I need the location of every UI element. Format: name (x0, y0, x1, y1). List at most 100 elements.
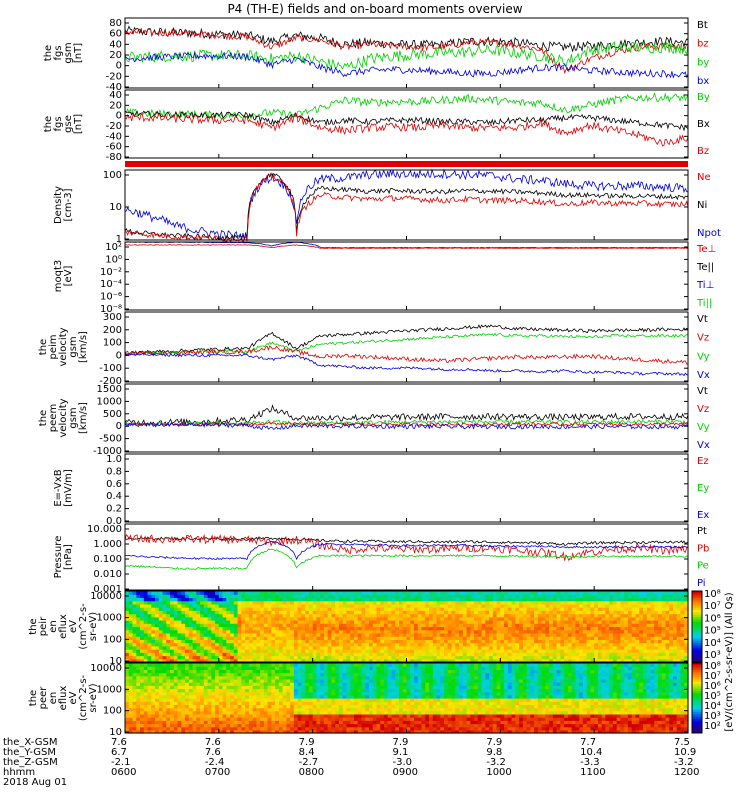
spectrogram-cell (162, 626, 167, 631)
spectrogram-cell (387, 636, 393, 640)
spectrogram-cell (140, 658, 145, 663)
spectrogram-cell (320, 685, 325, 690)
spectrogram-cell (297, 623, 303, 628)
spectrogram-cell (282, 603, 287, 608)
spectrogram-cell (128, 600, 134, 605)
spectrogram-cell (263, 688, 269, 693)
spectrogram-cell (627, 594, 633, 598)
spectrogram-cell (278, 710, 284, 715)
spectrogram-cell (237, 594, 242, 598)
spectrogram-cell (462, 645, 468, 650)
spectrogram-cell (158, 723, 164, 728)
spectrogram-cell (342, 678, 348, 683)
spectrogram-cell (470, 623, 475, 628)
spectrogram-cell (170, 649, 175, 653)
spectrogram-cell (128, 594, 134, 598)
spectrogram-cell (684, 639, 689, 644)
spectrogram-cell (654, 620, 659, 624)
spectrogram-cell (166, 688, 171, 693)
spectrogram-cell (297, 729, 303, 734)
spectrogram-cell (365, 645, 370, 650)
spectrogram-cell (526, 655, 531, 660)
spectrogram-cell (136, 698, 141, 702)
spectrogram-cell (226, 607, 231, 611)
spectrogram-cell (564, 639, 569, 644)
spectrogram-cell (436, 642, 441, 647)
spectrogram-cell (350, 658, 355, 663)
spectrogram-cell (263, 591, 269, 595)
spectrogram-cell (136, 663, 141, 667)
spectrogram-cell (384, 603, 389, 608)
spectrogram-cell (177, 698, 182, 702)
spectrogram-cell (354, 600, 359, 605)
spectrogram-cell (331, 729, 336, 734)
spectrogram-cell (594, 600, 599, 605)
spectrogram-cell (237, 591, 242, 595)
spectrogram-cell (571, 636, 576, 640)
spectrogram-cell (530, 620, 535, 624)
spectrogram-cell (125, 629, 130, 634)
spectrogram-cell (429, 597, 434, 602)
spectrogram-cell (252, 591, 257, 595)
spectrogram-cell (211, 704, 216, 709)
spectrogram-cell (252, 658, 257, 663)
spectrogram-cell (361, 594, 366, 598)
spectrogram-cell (305, 688, 310, 693)
spectrogram-cell (545, 655, 550, 660)
spectrogram-cell (282, 675, 287, 680)
spectrogram-cell (256, 636, 261, 640)
spectrogram-cell (447, 597, 453, 602)
spectrogram-cell (267, 710, 272, 715)
spectrogram-cell (432, 626, 438, 631)
spectrogram-cell (650, 591, 655, 595)
spectrogram-cell (643, 652, 648, 657)
spectrogram-cell (462, 636, 468, 640)
spectrogram-cell (143, 678, 149, 683)
spectrogram-cell (643, 603, 648, 608)
spectrogram-cell (275, 698, 280, 702)
spectrogram-cell (218, 594, 224, 598)
spectrogram-cell (466, 658, 471, 663)
spectrogram-cell (504, 623, 509, 628)
spectrogram-cell (511, 600, 516, 605)
spectrogram-cell (245, 658, 250, 663)
spectrogram-cell (136, 723, 141, 728)
spectrogram-cell (286, 707, 291, 712)
spectrogram-cell (143, 649, 149, 653)
spectrogram-cell (477, 616, 483, 621)
spectrogram-cell (173, 717, 179, 721)
spectrogram-cell (380, 597, 385, 602)
spectrogram-cell (305, 726, 310, 731)
spectrogram-cell (627, 652, 633, 657)
spectrogram-cell (132, 723, 137, 728)
spectrogram-cell (537, 620, 543, 624)
series-Ne-line (125, 172, 689, 243)
spectrogram-cell (132, 636, 137, 640)
spectrogram-cell (496, 607, 501, 611)
spectrogram-cell (447, 600, 453, 605)
spectrogram-cell (158, 672, 164, 677)
spectrogram-cell (200, 652, 205, 657)
spectrogram-cell (308, 669, 314, 674)
spectrogram-cell (350, 649, 355, 653)
spectrogram-cell (290, 675, 295, 680)
spectrogram-cell (143, 597, 149, 602)
spectrogram-cell (560, 652, 565, 657)
spectrogram-cell (256, 707, 261, 712)
spectrogram-cell (226, 626, 231, 631)
spectrogram-cell (631, 655, 637, 660)
spectrogram-cell (320, 658, 325, 663)
spectrogram-cell (237, 597, 242, 602)
spectrogram-cell (515, 655, 520, 660)
spectrogram-cell (447, 652, 453, 657)
spectrogram-cell (185, 685, 190, 690)
spectrogram-cell (316, 623, 321, 628)
spectrogram-cell (188, 639, 194, 644)
spectrogram-cell (459, 639, 464, 644)
spectrogram-cell (639, 626, 644, 631)
spectrogram-cell (245, 603, 250, 608)
spectrogram-cell (327, 685, 333, 690)
spectrogram-cell (395, 613, 400, 618)
spectrogram-cell (549, 633, 554, 637)
spectrogram-cell (271, 729, 276, 734)
